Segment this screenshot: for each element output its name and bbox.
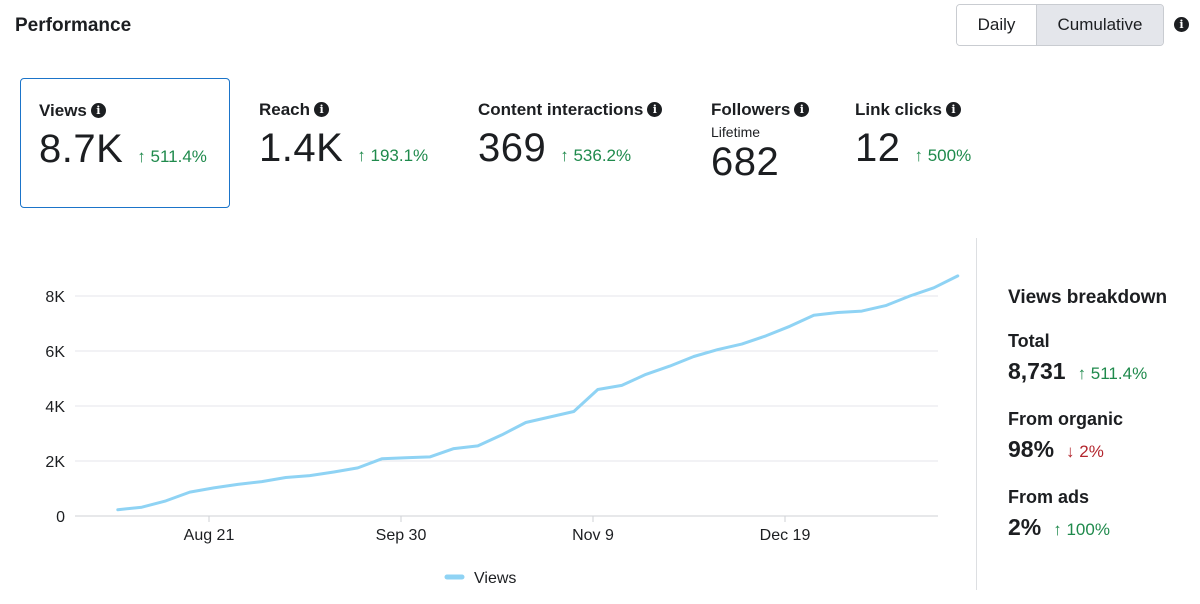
x-tick-label: Aug 21 [184,527,235,544]
view-mode-toggle: Daily Cumulative [956,4,1164,46]
views-line-chart: 0 2K 4K 6K 8K Aug 21 Sep 30 Nov 9 Dec 19 Views [45,274,960,587]
metric-value: 1.4K [259,126,344,170]
info-icon[interactable]: i [1174,17,1189,32]
divider [976,238,977,590]
daily-toggle-button[interactable]: Daily [957,5,1037,45]
metric-change: ↑ 193.1% [357,146,429,165]
metric-value: 369 [478,126,547,170]
y-tick-label: 0 [56,509,65,526]
metric-value: 682 [711,140,780,184]
breakdown-value-organic: 98% [1008,436,1055,462]
cumulative-toggle-button[interactable]: Cumulative [1037,5,1163,45]
metric-card-link-clicks[interactable]: Link clicks i 12 ↑ 500% [855,100,971,171]
x-tick-label: Dec 19 [760,527,811,544]
metric-label: Views i [39,101,207,121]
breakdown-change-organic: ↓ 2% [1066,442,1104,461]
breakdown-label-total: Total [1008,331,1050,351]
views-breakdown-panel: Views breakdown Total 8,731 ↑ 511.4% Fro… [1008,287,1198,565]
info-icon[interactable]: i [314,102,330,118]
metric-change: ↑ 536.2% [560,146,632,165]
info-icon[interactable]: i [647,102,663,118]
metric-label: Reach i [259,100,428,120]
breakdown-change-total: ↑ 511.4% [1077,364,1148,383]
metric-label: Link clicks i [855,100,971,120]
breakdown-title: Views breakdown [1008,287,1168,308]
info-icon[interactable]: i [945,102,961,118]
x-tick-label: Sep 30 [376,527,427,544]
info-icon[interactable]: i [794,102,810,118]
metric-value: 8.7K [39,127,124,171]
y-tick-label: 8K [45,289,65,306]
series-line-views [116,274,960,512]
metric-sublabel: Lifetime [711,124,761,140]
y-tick-label: 6K [45,344,65,361]
metric-value: 12 [855,126,901,170]
metric-card-content-interactions[interactable]: Content interactions i 369 ↑ 536.2% [478,100,663,171]
breakdown-label-organic: From organic [1008,409,1124,429]
metric-label: Followers i [711,100,810,120]
metric-card-reach[interactable]: Reach i 1.4K ↑ 193.1% [259,100,428,171]
breakdown-change-ads: ↑ 100% [1053,520,1110,539]
legend-label-views: Views [474,570,516,587]
metric-label: Content interactions i [478,100,663,120]
breakdown-value-ads: 2% [1008,514,1042,540]
y-tick-label: 2K [45,454,65,471]
metric-change: ↑ 500% [914,146,972,165]
breakdown-value-total: 8,731 [1008,358,1066,384]
info-icon[interactable]: i [90,103,106,119]
metric-card-followers[interactable]: Followers i Lifetime 682 [711,100,810,185]
y-tick-label: 4K [45,399,65,416]
x-tick-label: Nov 9 [572,527,614,544]
breakdown-label-ads: From ads [1008,487,1090,507]
metric-card-views[interactable]: Views i 8.7K ↑ 511.4% [20,78,230,208]
metric-change: ↑ 511.4% [137,147,207,166]
page-title: Performance [15,15,132,36]
